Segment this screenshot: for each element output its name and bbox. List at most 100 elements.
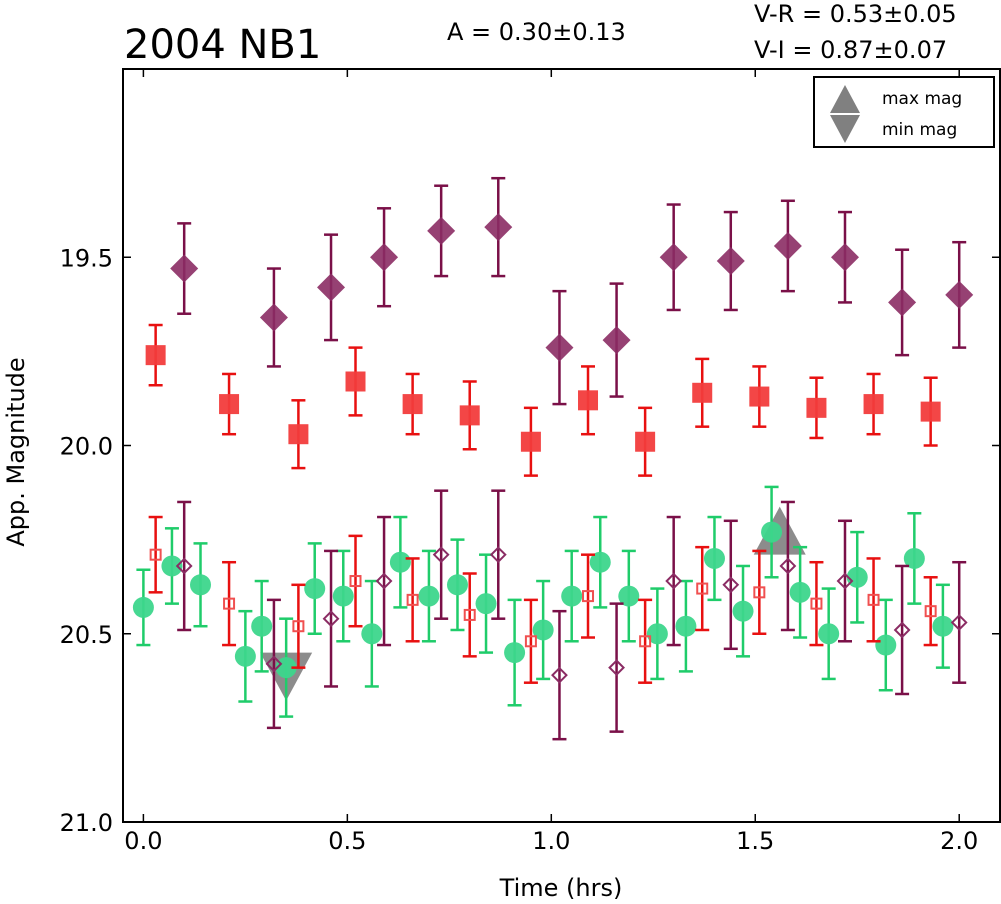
series-3 xyxy=(148,515,938,684)
data-point xyxy=(665,572,683,590)
error-bar xyxy=(377,515,392,647)
y-tick-label: 20.0 xyxy=(60,433,113,461)
error-bar xyxy=(752,549,767,635)
data-point xyxy=(675,615,697,637)
x-tick-label: 0.5 xyxy=(328,827,366,855)
error-bar xyxy=(837,519,852,643)
data-point xyxy=(251,615,273,637)
data-point xyxy=(406,593,419,606)
x-tick-label: 1.5 xyxy=(736,827,774,855)
data-point xyxy=(332,585,354,607)
data-point xyxy=(578,390,599,411)
plot-marks xyxy=(132,176,974,741)
data-point xyxy=(446,574,468,596)
data-point xyxy=(349,575,362,588)
data-point xyxy=(703,547,725,569)
data-point xyxy=(646,623,668,645)
error-bar xyxy=(324,549,339,688)
data-point xyxy=(484,213,513,242)
error-bar xyxy=(491,489,506,620)
x-tick-label: 0.0 xyxy=(124,827,162,855)
error-bar xyxy=(609,602,624,733)
data-point xyxy=(370,243,399,272)
data-point xyxy=(545,333,574,362)
x-tick-label: 2.0 xyxy=(940,827,978,855)
data-point xyxy=(692,382,713,403)
data-point xyxy=(524,635,537,648)
data-point xyxy=(875,634,897,656)
vi-annotation: V-I = 0.87±0.07 xyxy=(754,36,947,64)
x-axis-label: Time (hrs) xyxy=(499,874,623,902)
data-point xyxy=(722,576,740,594)
data-point xyxy=(773,231,802,260)
data-point xyxy=(475,593,497,615)
legend-min-marker xyxy=(830,115,860,143)
data-point xyxy=(846,566,868,588)
data-point xyxy=(789,581,811,603)
data-point xyxy=(520,431,541,452)
series-2 xyxy=(132,485,954,718)
error-bar xyxy=(923,576,938,647)
data-point xyxy=(945,280,974,309)
y-tick-label: 20.5 xyxy=(60,621,113,649)
data-point xyxy=(275,657,297,679)
data-point xyxy=(602,326,631,355)
data-point xyxy=(292,620,305,633)
data-point xyxy=(345,371,366,392)
error-bar xyxy=(695,545,710,632)
data-point xyxy=(234,645,256,667)
vr-annotation: V-R = 0.53±0.05 xyxy=(754,0,957,28)
error-bar xyxy=(780,500,795,632)
error-bar xyxy=(434,489,449,620)
series-0 xyxy=(170,176,974,406)
error-bar xyxy=(552,609,567,741)
legend-max-marker xyxy=(830,85,860,113)
y-axis-label: App. Magnitude xyxy=(2,357,30,546)
amplitude-annotation: A = 0.30±0.13 xyxy=(447,18,626,46)
data-point xyxy=(810,597,823,610)
error-bar xyxy=(405,557,420,643)
data-point xyxy=(618,585,640,607)
data-point xyxy=(888,288,917,317)
error-bar xyxy=(177,500,192,632)
data-point xyxy=(432,546,450,564)
data-point xyxy=(589,551,611,573)
error-bar xyxy=(523,598,538,684)
data-point xyxy=(489,546,507,564)
data-point xyxy=(459,405,480,426)
legend: max mag min mag xyxy=(813,76,995,148)
data-point xyxy=(716,247,745,276)
data-point xyxy=(427,216,456,245)
y-tick-label: 21.0 xyxy=(60,809,113,837)
data-point xyxy=(836,572,854,590)
data-point xyxy=(806,397,827,418)
data-point xyxy=(561,585,583,607)
error-bar xyxy=(895,564,910,696)
data-point xyxy=(259,303,288,332)
data-point xyxy=(149,548,162,561)
data-point xyxy=(504,642,526,664)
data-point xyxy=(903,547,925,569)
data-point xyxy=(322,610,340,628)
legend-min-label: min mag xyxy=(882,120,957,140)
x-tick-label: 1.0 xyxy=(532,827,570,855)
data-point xyxy=(818,623,840,645)
data-point xyxy=(639,635,652,648)
error-bar xyxy=(222,560,237,647)
data-point xyxy=(463,608,476,621)
data-point xyxy=(190,574,212,596)
data-point xyxy=(761,521,783,543)
data-point xyxy=(145,345,166,366)
data-point xyxy=(950,614,968,631)
error-bar xyxy=(866,557,881,643)
data-point xyxy=(696,582,709,595)
error-bar xyxy=(266,598,281,730)
error-bar xyxy=(723,519,738,651)
data-point xyxy=(170,254,199,283)
data-point xyxy=(375,572,393,590)
data-point xyxy=(932,615,954,637)
plot-frame xyxy=(122,68,1001,823)
data-point xyxy=(920,401,941,422)
data-point xyxy=(551,666,568,684)
data-point xyxy=(317,273,346,302)
